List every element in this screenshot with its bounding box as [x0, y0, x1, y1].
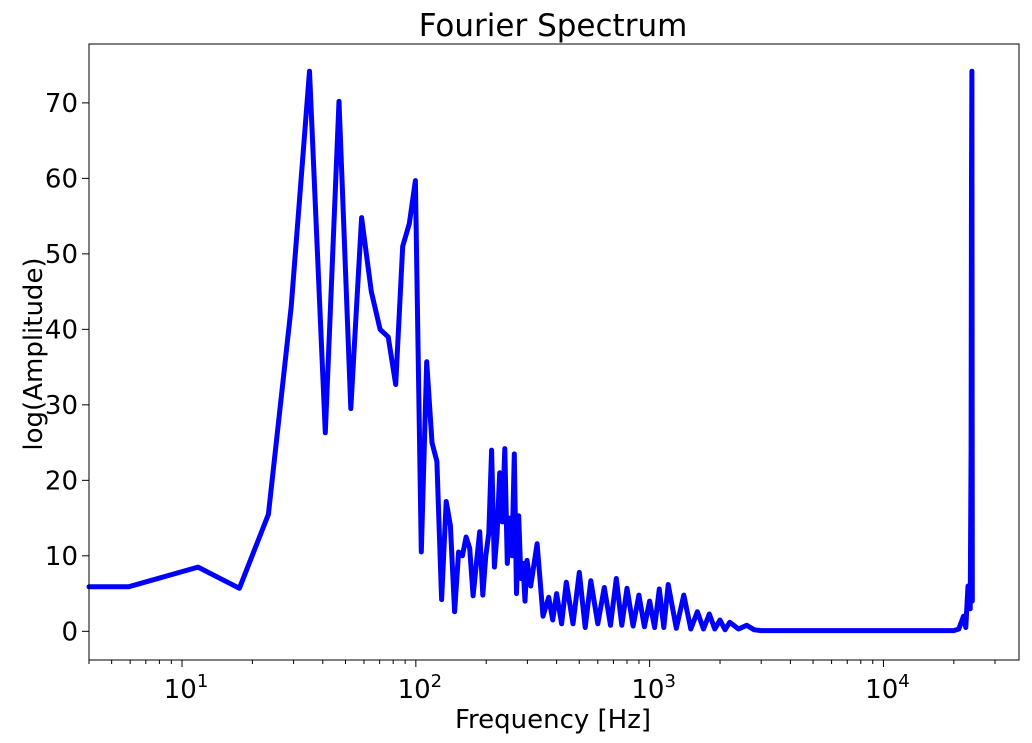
- y-tick-label: 30: [45, 391, 78, 421]
- x-tick-label: 104: [865, 671, 910, 705]
- plot-frame: [88, 43, 1020, 661]
- y-tick-label: 40: [45, 315, 78, 345]
- y-tick-label: 50: [45, 240, 78, 270]
- y-axis-label: log(Amplitude): [19, 257, 49, 450]
- chart-title: Fourier Spectrum: [419, 8, 688, 44]
- y-axis-ticks: 0 10 20 30 40 50 60 70: [45, 89, 89, 647]
- plot-area: [86, 68, 975, 634]
- spectrum-line: [86, 68, 975, 634]
- y-tick-label: 20: [45, 466, 78, 496]
- y-tick-label: 70: [45, 89, 78, 119]
- x-tick-label: 103: [631, 671, 676, 705]
- x-tick-label: 102: [398, 671, 443, 705]
- x-tick-label: 101: [164, 671, 209, 705]
- y-tick-label: 10: [45, 542, 78, 572]
- x-axis-label: Frequency [Hz]: [455, 705, 651, 735]
- x-axis-ticks: 101 102 103 104: [88, 660, 996, 705]
- y-tick-label: 0: [61, 617, 78, 647]
- y-tick-label: 60: [45, 164, 78, 194]
